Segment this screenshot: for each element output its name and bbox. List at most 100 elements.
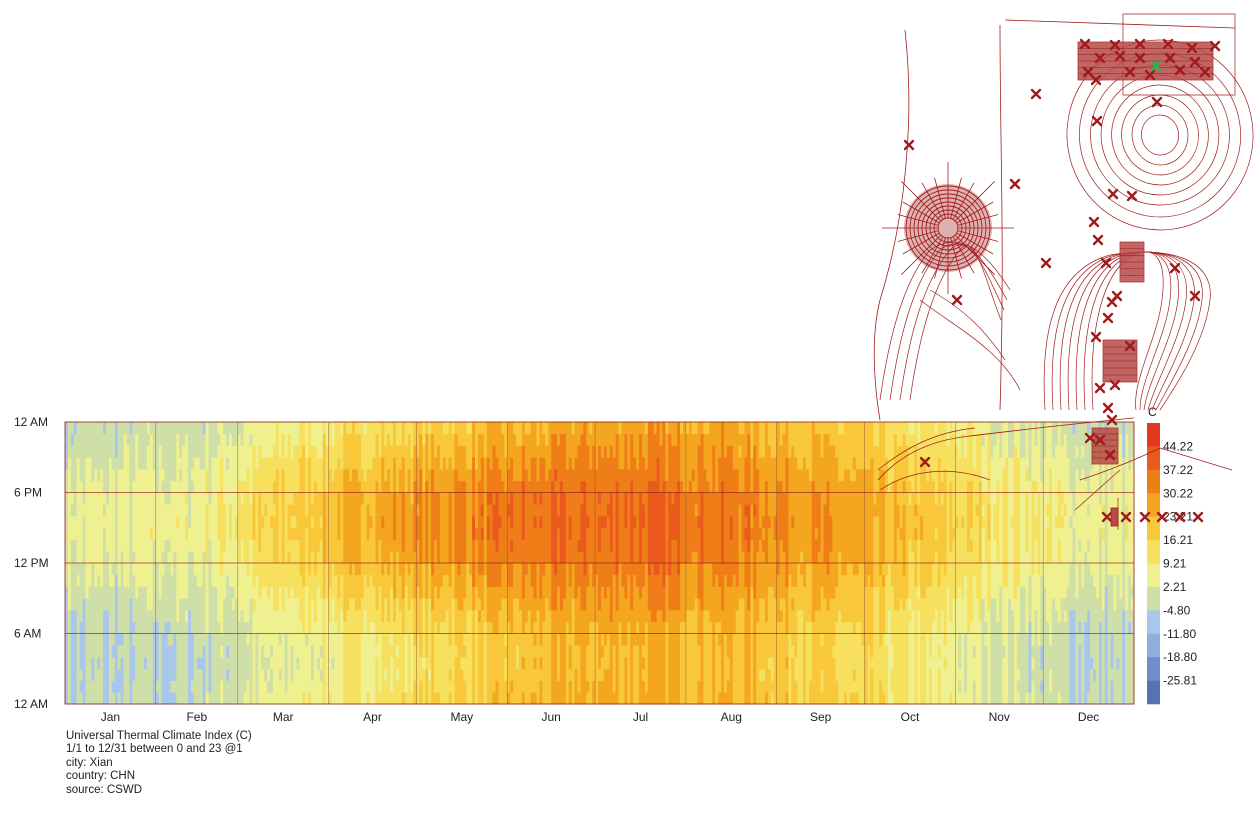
heatmap-cell	[67, 480, 72, 493]
heatmap-cell	[583, 480, 587, 493]
heatmap-cell	[334, 457, 338, 470]
heatmap-cell	[311, 527, 315, 540]
heatmap-cell	[401, 504, 406, 517]
heatmap-cell	[612, 445, 617, 458]
heatmap-cell	[185, 610, 189, 623]
heatmap-cell	[562, 504, 567, 517]
heatmap-cell	[167, 492, 171, 505]
heatmap-cell	[615, 480, 619, 493]
heatmap-cell	[539, 657, 543, 670]
heatmap-cell	[237, 680, 242, 693]
heatmap-cell	[466, 574, 470, 587]
heatmap-cell	[270, 539, 274, 552]
heatmap-cell	[477, 645, 482, 658]
heatmap-cell	[516, 457, 520, 470]
heatmap-cell	[164, 657, 168, 670]
heatmap-cell	[106, 668, 110, 681]
heatmap-cell	[97, 668, 101, 681]
heatmap-cell	[343, 527, 347, 540]
heatmap-cell	[548, 457, 552, 470]
heatmap-cell	[270, 492, 274, 505]
heatmap-cell	[199, 668, 204, 681]
heatmap-cell	[571, 445, 576, 458]
heatmap-cell	[507, 645, 511, 658]
heatmap-cell	[82, 480, 86, 493]
heatmap-cell	[451, 527, 455, 540]
heatmap-cell	[527, 551, 532, 564]
heatmap-cell	[457, 504, 461, 517]
heatmap-cell	[349, 657, 353, 670]
heatmap-cell	[492, 527, 496, 540]
heatmap-cell	[343, 492, 347, 505]
heatmap-cell	[88, 422, 92, 435]
heatmap-cell	[205, 504, 209, 517]
heatmap-cell	[106, 504, 110, 517]
heatmap-cell	[571, 668, 576, 681]
heatmap-cell	[176, 516, 180, 529]
heatmap-cell	[395, 469, 400, 482]
heatmap-cell	[170, 586, 174, 599]
heatmap-cell	[214, 680, 218, 693]
heatmap-cell	[636, 692, 640, 705]
heatmap-cell	[176, 480, 180, 493]
heatmap-cell	[390, 445, 394, 458]
heatmap-cell	[521, 610, 526, 623]
heatmap-cell	[530, 610, 534, 623]
heatmap-cell	[425, 692, 429, 705]
heatmap-cell	[577, 633, 581, 646]
heatmap-cell	[466, 657, 470, 670]
heatmap-cell	[85, 551, 89, 564]
heatmap-cell	[416, 610, 420, 623]
heatmap-cell	[126, 422, 130, 435]
heatmap-cell	[659, 551, 663, 564]
heatmap-cell	[135, 469, 139, 482]
heatmap-cell	[630, 433, 634, 446]
heatmap-cell	[665, 516, 669, 529]
heatmap-cell	[167, 433, 171, 446]
heatmap-cell	[155, 527, 160, 540]
heatmap-cell	[571, 633, 576, 646]
heatmap-cell	[231, 668, 236, 681]
heatmap-cell	[404, 610, 409, 623]
heatmap-cell	[196, 645, 201, 658]
heatmap-cell	[147, 621, 151, 634]
heatmap-cell	[603, 574, 608, 587]
heatmap-cell	[457, 422, 461, 435]
heatmap-cell	[167, 586, 171, 599]
heatmap-cell	[612, 492, 617, 505]
heatmap-cell	[205, 433, 209, 446]
heatmap-cell	[340, 504, 344, 517]
heatmap-cell	[170, 598, 174, 611]
heatmap-cell	[226, 586, 230, 599]
heatmap-cell	[161, 433, 165, 446]
heatmap-cell	[249, 433, 253, 446]
heatmap-cell	[656, 422, 660, 435]
heatmap-cell	[606, 422, 611, 435]
heatmap-cell	[445, 621, 450, 634]
heatmap-cell	[205, 657, 209, 670]
heatmap-cell	[70, 551, 75, 564]
heatmap-cell	[196, 445, 201, 458]
heatmap-cell	[492, 480, 496, 493]
heatmap-cell	[158, 680, 163, 693]
heatmap-cell	[422, 469, 426, 482]
heatmap-cell	[94, 445, 98, 458]
heatmap-cell	[390, 574, 394, 587]
heatmap-cell	[135, 433, 139, 446]
heatmap-cell	[460, 433, 464, 446]
heatmap-cell	[79, 527, 83, 540]
heatmap-cell	[103, 563, 107, 576]
heatmap-cell	[463, 422, 467, 435]
heatmap-cell	[214, 586, 218, 599]
heatmap-cell	[630, 574, 634, 587]
heatmap-cell	[267, 633, 271, 646]
heatmap-cell	[530, 469, 534, 482]
heatmap-cell	[103, 433, 107, 446]
heatmap-cell	[598, 586, 602, 599]
heatmap-cell	[583, 586, 587, 599]
heatmap-cell	[372, 668, 376, 681]
heatmap-cell	[325, 633, 329, 646]
heatmap-cell	[132, 633, 136, 646]
heatmap-cell	[609, 480, 614, 493]
heatmap-cell	[554, 610, 558, 623]
